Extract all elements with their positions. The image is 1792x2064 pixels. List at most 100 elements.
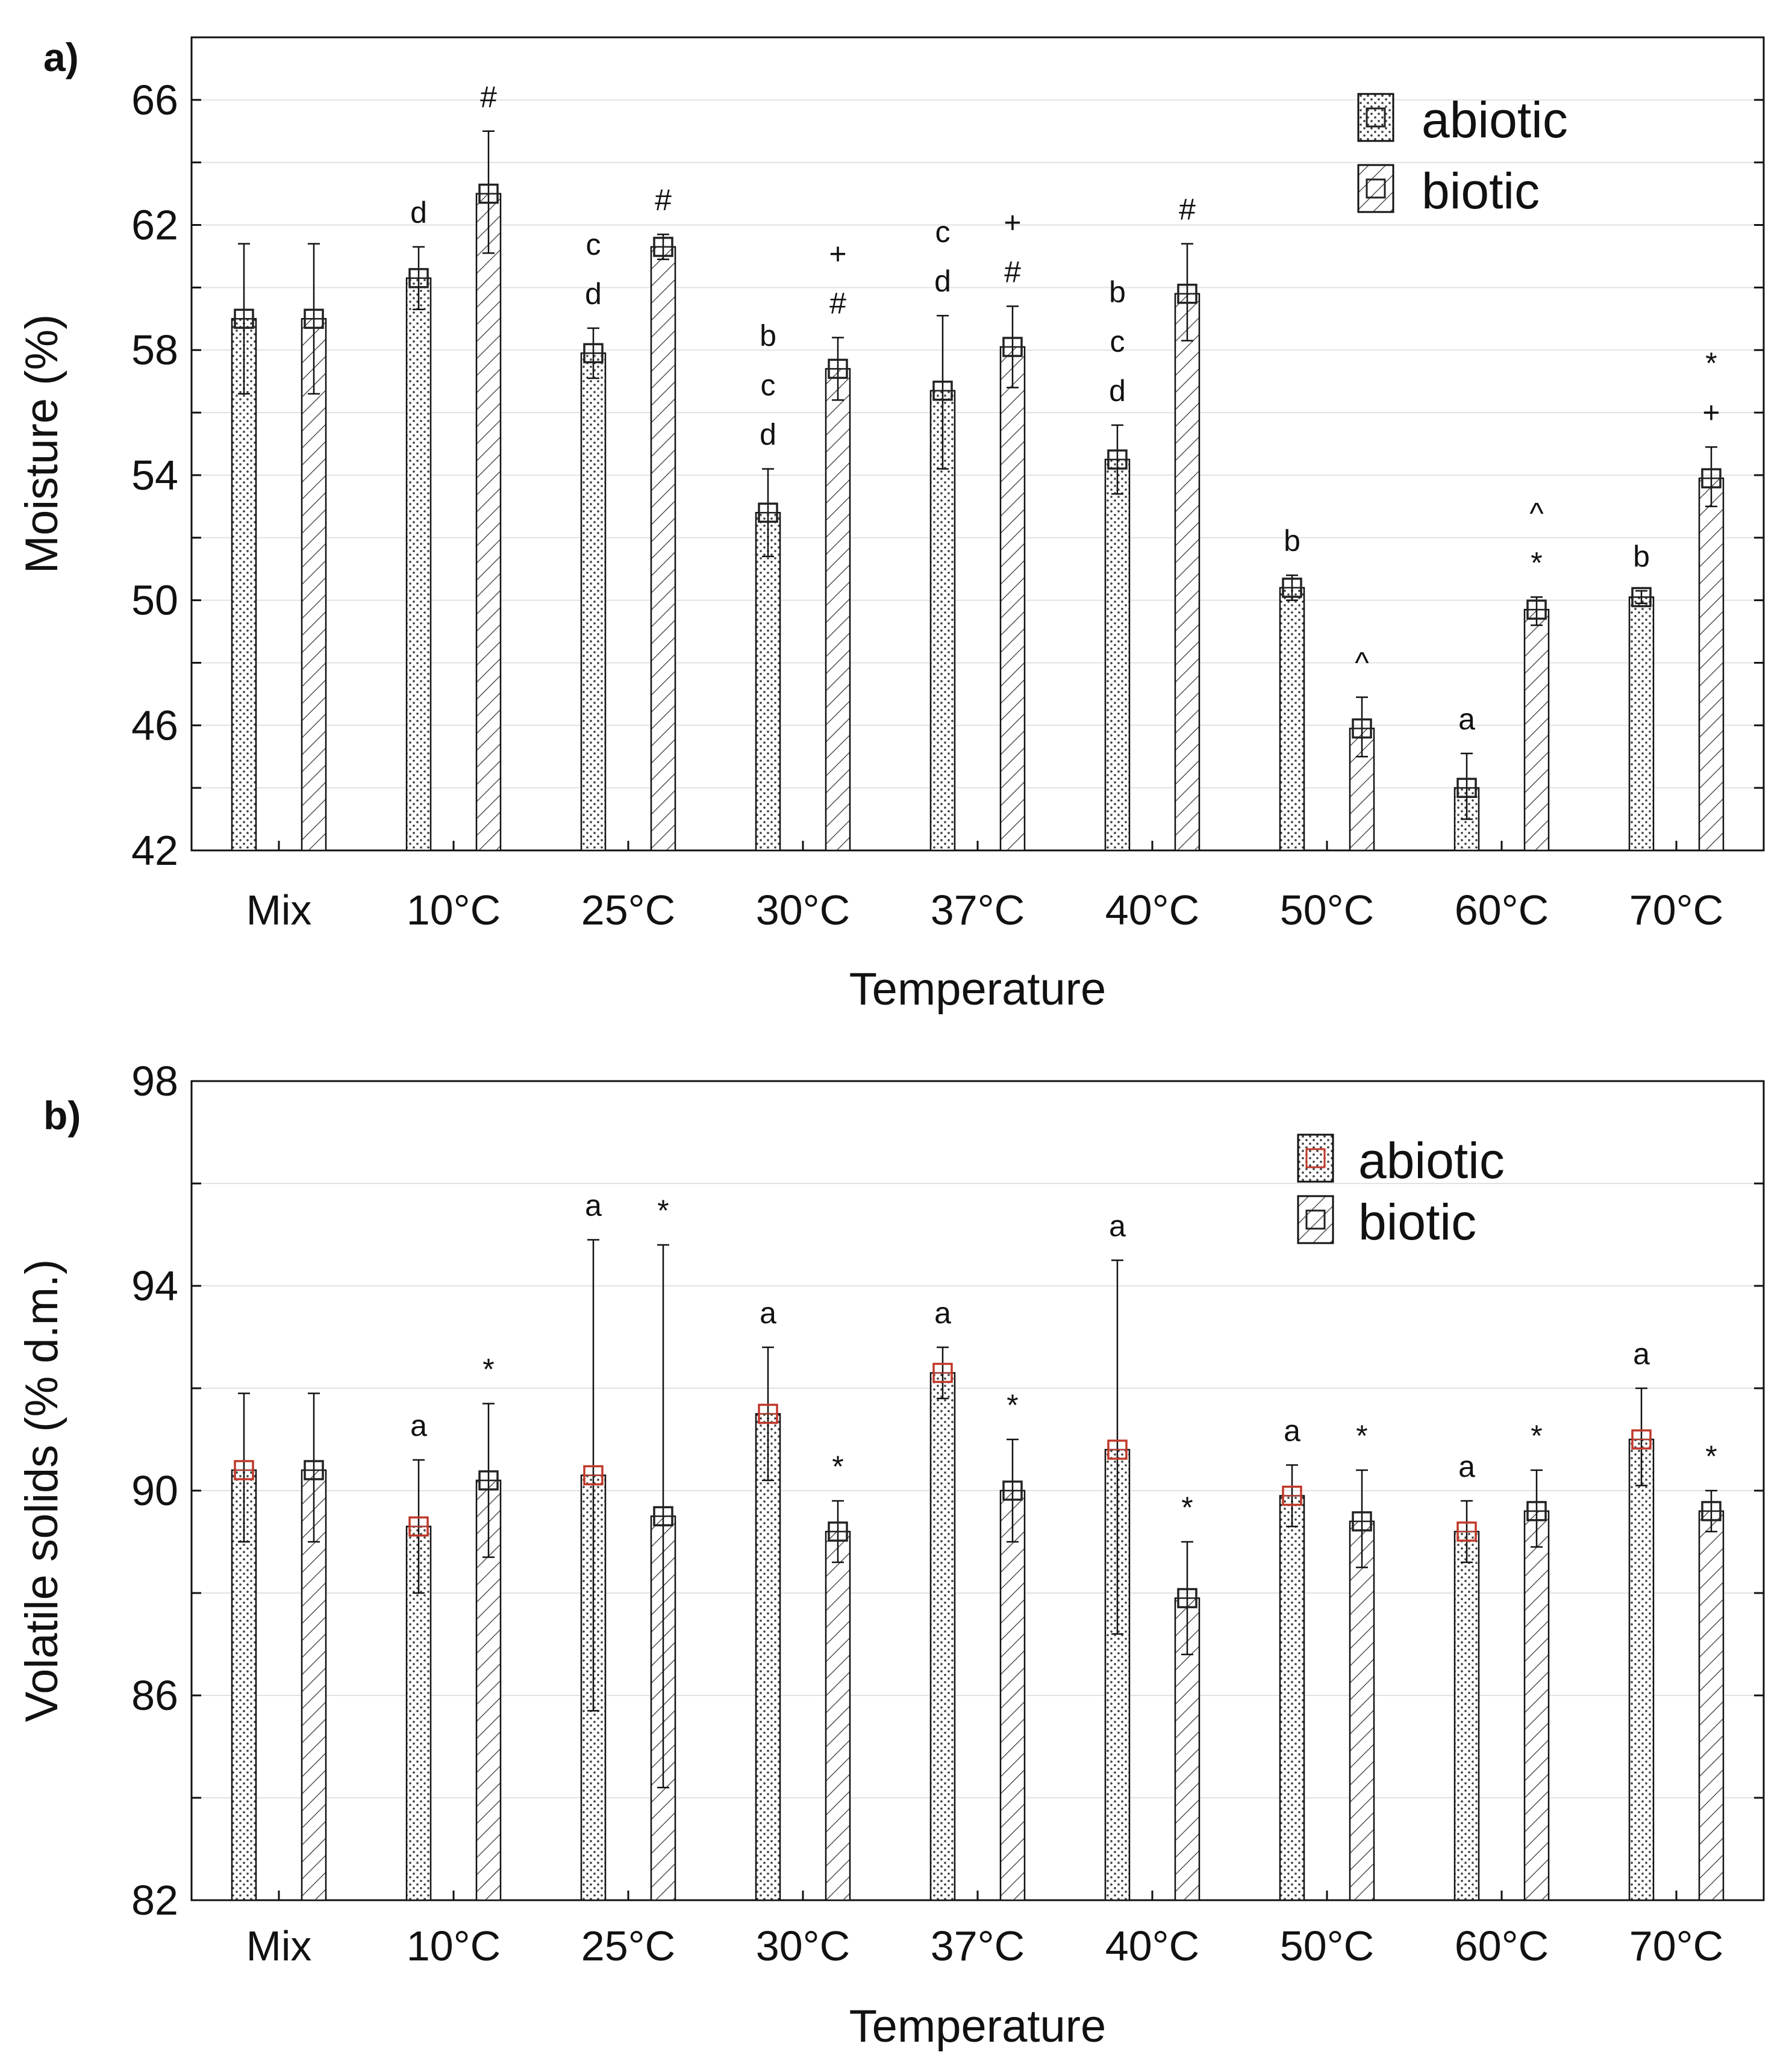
bar-biotic — [999, 346, 1026, 852]
significance-label: + — [1702, 396, 1720, 429]
x-tick-label: 37°C — [931, 1922, 1025, 1969]
x-tick-label: 50°C — [1280, 1922, 1374, 1969]
significance-label: b — [1109, 275, 1126, 309]
bar-biotic — [650, 246, 676, 852]
legend-swatch-abiotic — [1357, 93, 1394, 142]
significance-label: * — [1531, 546, 1542, 579]
significance-label: * — [1007, 1388, 1018, 1422]
significance-label: # — [655, 183, 672, 217]
bar-abiotic — [1628, 1438, 1655, 1901]
x-tick-label: 37°C — [931, 887, 1025, 934]
bar-abiotic — [405, 277, 432, 852]
significance-label: * — [1356, 1419, 1367, 1453]
x-tick-label: 60°C — [1455, 887, 1549, 934]
y-tick-label: 94 — [131, 1262, 178, 1309]
significance-label: a — [585, 1189, 602, 1223]
significance-label: b — [1633, 540, 1650, 573]
y-tick-label: 86 — [131, 1672, 178, 1719]
significance-label: ^ — [1529, 496, 1544, 530]
significance-label: c — [935, 215, 951, 249]
legend-swatch-abiotic — [1297, 1133, 1334, 1183]
significance-label: d — [760, 418, 776, 452]
significance-label: a — [1109, 1209, 1126, 1243]
x-tick-label: 25°C — [581, 887, 675, 934]
bar-abiotic — [231, 318, 257, 852]
y-tick-label: 46 — [131, 702, 178, 749]
legend-label-biotic: biotic — [1422, 163, 1540, 219]
significance-label: * — [1181, 1491, 1193, 1524]
y-tick-label: 58 — [131, 326, 178, 373]
significance-label: # — [1004, 255, 1021, 289]
bar-biotic — [1698, 1510, 1725, 1901]
panel-label: a) — [43, 35, 79, 80]
significance-label: a — [1458, 702, 1475, 736]
significance-label: * — [832, 1450, 843, 1483]
legend-marker-biotic — [1305, 1209, 1326, 1230]
significance-label: # — [480, 80, 497, 114]
x-tick-label: 25°C — [581, 1922, 675, 1969]
y-tick-label: 66 — [131, 76, 178, 123]
significance-label: * — [1531, 1419, 1542, 1453]
bar-biotic — [1174, 293, 1200, 852]
significance-label: a — [760, 1296, 776, 1330]
significance-label: b — [760, 319, 776, 353]
significance-label: a — [1458, 1450, 1475, 1483]
significance-label: c — [761, 369, 776, 402]
legend-label-abiotic: abiotic — [1358, 1132, 1505, 1189]
x-tick-label: Mix — [246, 1922, 312, 1969]
y-axis-title: Moisture (%) — [16, 314, 67, 574]
bar-abiotic — [1279, 587, 1305, 852]
bar-abiotic — [1628, 596, 1655, 852]
x-axis-title: Temperature — [849, 964, 1107, 1015]
legend-label-biotic: biotic — [1358, 1194, 1476, 1250]
significance-label: * — [482, 1353, 494, 1386]
bar-biotic — [1349, 1520, 1375, 1901]
x-tick-label: 30°C — [756, 887, 850, 934]
bar-abiotic — [1279, 1495, 1305, 1901]
legend-swatch-biotic — [1297, 1195, 1334, 1244]
significance-label: a — [1284, 1414, 1300, 1448]
bar-biotic — [1698, 477, 1725, 852]
x-tick-label: 10°C — [407, 887, 501, 934]
significance-label: b — [1284, 524, 1300, 558]
bar-biotic — [999, 1489, 1026, 1901]
panel-label: b) — [43, 1093, 81, 1138]
significance-label: * — [1705, 346, 1717, 380]
y-tick-label: 98 — [131, 1058, 178, 1105]
bar-abiotic — [1104, 458, 1131, 852]
y-tick-label: 62 — [131, 202, 178, 249]
volatile-solids-chart-panel: 82 86 90 94 98 Mix 10°C 25°C 30°C 37°C 40°C 50°C 60°… — [16, 1058, 1765, 2052]
bar-biotic — [1523, 1510, 1550, 1901]
moisture-chart-panel: 42 46 50 54 58 62 66 Mix 10°C 25°C 30°C 37°C 40°C 50°… — [16, 35, 1765, 1015]
significance-label: d — [934, 264, 951, 298]
significance-label: d — [410, 196, 427, 229]
bar-biotic — [825, 368, 851, 852]
significance-label: + — [1004, 206, 1021, 240]
x-tick-label: Mix — [246, 887, 312, 934]
y-tick-label: 50 — [131, 577, 178, 624]
significance-label: # — [829, 286, 846, 320]
legend-marker-abiotic — [1366, 107, 1386, 128]
significance-label: c — [586, 228, 601, 261]
x-tick-label: 50°C — [1280, 887, 1374, 934]
bar-abiotic — [755, 511, 781, 852]
bar-abiotic — [755, 1413, 781, 1901]
significance-label: + — [829, 237, 846, 270]
bar-biotic — [825, 1530, 851, 1901]
x-axis-title: Temperature — [849, 2001, 1107, 2052]
bar-abiotic — [929, 1372, 956, 1901]
x-tick-label: 10°C — [407, 1922, 501, 1969]
y-axis-title: Volatile solids (% d.m.) — [16, 1259, 67, 1723]
bar-biotic — [301, 318, 327, 852]
significance-label: a — [410, 1409, 427, 1442]
y-tick-label: 90 — [131, 1467, 178, 1514]
legend-label-abiotic: abiotic — [1422, 92, 1568, 148]
significance-label: a — [934, 1296, 951, 1330]
legend: abiotic biotic — [1357, 92, 1568, 219]
legend-marker-biotic — [1366, 178, 1386, 199]
bar-abiotic — [1453, 1530, 1480, 1901]
significance-label: a — [1633, 1337, 1650, 1371]
x-tick-label: 70°C — [1629, 887, 1723, 934]
